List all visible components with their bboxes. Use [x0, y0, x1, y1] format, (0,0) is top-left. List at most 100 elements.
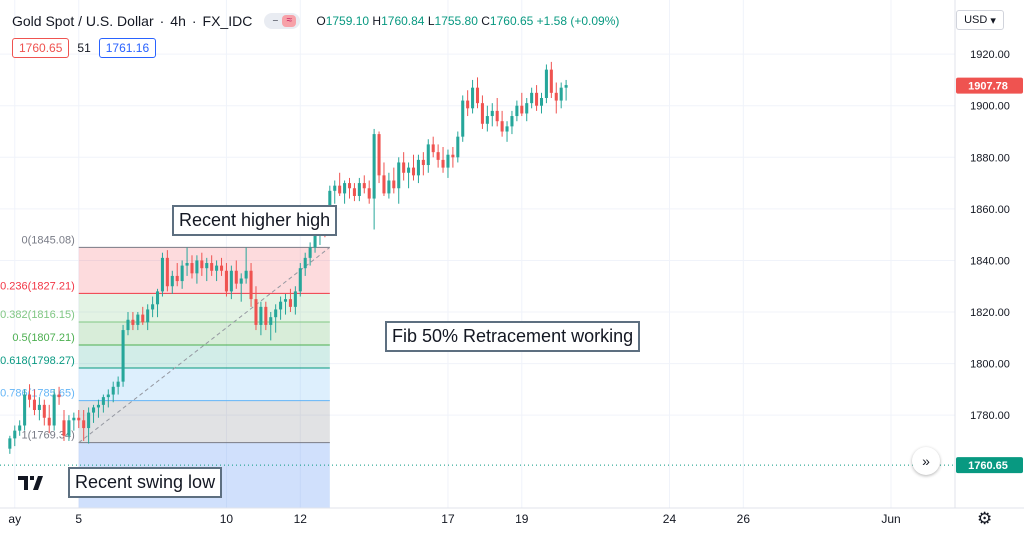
candle-body	[244, 270, 248, 279]
wave-icon[interactable]: ≈	[282, 15, 297, 27]
fib-zone	[78, 293, 330, 322]
candle-body	[165, 257, 169, 287]
candle-body	[190, 263, 194, 274]
ohlc-high-key: H	[372, 14, 382, 28]
y-tick-label: 1820.00	[970, 307, 1010, 319]
candle-body	[559, 87, 563, 101]
candle-body	[480, 103, 484, 124]
candle-body	[436, 152, 440, 160]
candle-body	[42, 404, 46, 418]
bid-value-box[interactable]: 1760.65	[12, 38, 70, 58]
candle-body	[500, 121, 504, 132]
candle-body	[397, 162, 401, 189]
x-tick-label: 26	[737, 512, 751, 526]
price-tag-bg	[956, 77, 1023, 94]
candles-group	[8, 61, 568, 454]
candle-body	[87, 412, 91, 429]
currency-select[interactable]: USD ▾	[956, 10, 1004, 30]
candle-body	[234, 270, 238, 284]
candle-body	[495, 110, 499, 122]
ask-value-box[interactable]: 1761.16	[98, 38, 157, 58]
candle-body	[180, 265, 184, 282]
candle-body	[466, 100, 470, 109]
candle-body	[13, 430, 17, 439]
candle-body	[293, 291, 297, 307]
candle-body	[185, 263, 189, 266]
minus-icon[interactable]: –	[272, 15, 279, 26]
candle-body	[461, 100, 465, 137]
tradingview-logo[interactable]	[18, 474, 44, 492]
candle-body	[549, 69, 553, 93]
indicator-toggle[interactable]: – ≈	[264, 13, 301, 29]
fib-level-label: 0.236(1827.21)	[0, 280, 75, 292]
candle-body	[259, 306, 263, 325]
annotation-fib-working[interactable]: Fib 50% Retracement working	[385, 321, 641, 352]
fib-zone	[78, 247, 330, 294]
candle-body	[155, 291, 160, 305]
fib-level-label: 1(1769.34)	[22, 430, 75, 442]
candle-body	[490, 110, 494, 117]
candle-body	[352, 188, 356, 196]
candle-body	[23, 394, 27, 426]
candle-body	[57, 394, 61, 398]
candle-body	[416, 159, 420, 176]
candle-body	[210, 263, 214, 271]
candle-body	[485, 116, 489, 124]
chart-header: Gold Spot / U.S. Dollar · 4h · FX_IDC – …	[12, 10, 619, 32]
candle-body	[564, 85, 568, 88]
candle-body	[195, 260, 199, 274]
candle-body	[525, 103, 529, 114]
candle-body	[535, 92, 539, 106]
x-tick-label: ay	[8, 512, 21, 526]
x-tick-label: Jun	[881, 512, 900, 526]
x-tick-label: 12	[294, 512, 308, 526]
candle-body	[387, 180, 391, 194]
candle-body	[554, 92, 558, 101]
chevron-down-icon: ▾	[990, 14, 996, 27]
candle-body	[205, 263, 209, 269]
fib-level-label: 0.786(1785.65)	[0, 388, 75, 400]
y-tick-label: 1880.00	[970, 152, 1010, 164]
ohlc-low: 1755.80	[434, 14, 478, 28]
candle-body	[367, 188, 371, 199]
candle-body	[92, 407, 96, 413]
candle-body	[136, 314, 140, 325]
candle-body	[77, 417, 81, 421]
annotation-higher-high[interactable]: Recent higher high	[172, 205, 338, 236]
candle-body	[308, 247, 312, 258]
candle-body	[303, 257, 307, 269]
candle-body	[283, 299, 288, 302]
candle-body	[313, 234, 317, 248]
fib-level-label: 0.382(1816.15)	[0, 309, 75, 321]
price-tag-bg	[956, 457, 1023, 474]
candle-body	[37, 404, 41, 411]
double-chevron-right-icon: »	[922, 453, 930, 469]
scroll-to-realtime-button[interactable]: »	[912, 447, 940, 475]
annotation-swing-low[interactable]: Recent swing low	[68, 467, 223, 498]
candle-body	[62, 420, 66, 436]
candle-body	[520, 105, 524, 114]
candle-body	[254, 299, 258, 325]
candle-body	[131, 319, 135, 325]
candle-body	[411, 167, 416, 176]
y-tick-label: 1920.00	[970, 49, 1010, 61]
candle-body	[52, 394, 56, 426]
candle-body	[151, 304, 155, 310]
candle-body	[456, 136, 460, 158]
x-tick-label: 19	[515, 512, 529, 526]
price-tag-label: 1760.65	[968, 460, 1008, 472]
candle-body	[126, 319, 130, 331]
candle-body	[121, 330, 125, 382]
timeframe-label[interactable]: 4h	[170, 13, 186, 29]
candle-body	[274, 309, 278, 318]
candle-body	[18, 425, 22, 431]
candle-body	[47, 417, 51, 426]
candle-body	[343, 183, 347, 194]
candle-body	[96, 404, 100, 408]
symbol-title[interactable]: Gold Spot / U.S. Dollar	[12, 13, 154, 29]
gear-icon[interactable]: ⚙	[977, 509, 993, 528]
candle-body	[392, 180, 396, 189]
candle-body	[362, 183, 366, 189]
